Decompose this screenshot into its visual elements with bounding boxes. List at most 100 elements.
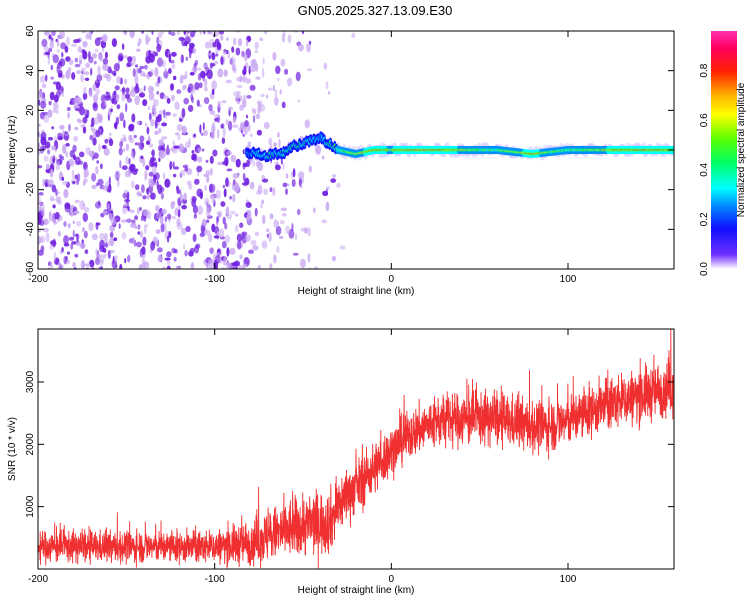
noise-speckle [216,41,222,51]
noise-speckle [40,245,45,252]
noise-speckle [53,94,59,103]
noise-speckle [257,184,263,195]
noise-speckle [235,31,240,33]
noise-speckle [154,130,159,135]
noise-speckle [279,219,285,225]
noise-speckle [237,38,243,47]
noise-speckle [107,203,110,211]
noise-speckle [222,256,227,266]
noise-speckle [61,246,64,253]
noise-speckle [206,175,210,183]
noise-speckle [64,131,68,135]
noise-speckle [304,119,311,129]
noise-speckle [129,91,132,96]
noise-speckle [235,47,241,56]
noise-speckle [136,121,141,125]
noise-speckle [203,63,208,68]
noise-speckle [297,99,301,103]
noise-speckle [249,84,256,91]
noise-speckle [199,124,202,134]
noise-speckle [152,165,157,176]
noise-speckle [193,213,197,219]
noise-speckle [144,64,148,70]
noise-speckle [245,202,252,208]
spectrogram-data [38,31,674,269]
noise-speckle [98,53,103,62]
noise-speckle [203,78,208,87]
noise-speckle [55,196,62,204]
noise-speckle [74,199,80,204]
noise-speckle [113,237,118,241]
noise-speckle [213,252,217,261]
noise-speckle [261,199,265,205]
noise-speckle [73,39,79,44]
snr-xlabel: Height of straight line (km) [298,585,415,596]
noise-speckle [95,87,100,96]
noise-speckle [75,179,80,185]
noise-speckle [124,198,131,203]
noise-speckle [182,84,187,89]
noise-speckle [262,56,265,65]
noise-speckle [257,264,261,269]
noise-speckle [197,156,203,163]
noise-speckle [221,240,227,249]
noise-speckle [96,112,100,120]
noise-speckle [128,124,134,132]
noise-speckle [254,50,259,54]
noise-speckle [176,221,183,230]
noise-speckle [130,150,134,158]
noise-speckle [275,225,282,236]
noise-speckle [232,116,236,124]
noise-speckle [232,173,239,179]
noise-speckle [55,81,62,91]
noise-speckle [285,188,288,196]
noise-speckle [56,49,60,53]
noise-speckle [91,184,97,190]
noise-speckle [50,262,53,269]
noise-speckle [90,127,96,131]
noise-speckle [307,227,311,237]
noise-speckle [254,231,260,236]
noise-speckle [134,142,139,146]
noise-speckle [225,118,229,126]
x-tick-label: -100 [205,574,225,585]
noise-speckle [157,184,163,195]
noise-speckle [82,212,89,222]
noise-speckle [140,31,145,34]
noise-speckle [306,43,311,53]
noise-speckle [313,266,319,269]
noise-speckle [74,174,78,180]
noise-speckle [212,121,216,132]
noise-speckle [321,155,325,160]
noise-speckle [229,56,236,66]
noise-speckle [209,247,214,254]
noise-speckle [260,93,265,98]
noise-speckle [244,120,249,128]
noise-speckle [181,227,187,235]
noise-speckle [176,124,183,132]
noise-speckle [168,68,172,74]
noise-speckle [125,87,130,94]
noise-speckle [308,165,312,173]
noise-speckle [119,160,122,169]
noise-speckle [239,121,245,129]
noise-speckle [116,104,121,110]
y-tick-label: 3000 [25,370,36,393]
noise-speckle [191,150,195,154]
noise-speckle [194,245,199,254]
noise-speckle [198,82,203,89]
noise-speckle [169,160,173,170]
noise-speckle [245,39,249,47]
noise-speckle [85,147,91,155]
noise-speckle [146,126,150,135]
noise-speckle [191,199,196,208]
colorbar: 0.0 0.2 0.4 0.6 0.8 Normalized spectral ampl… [699,31,747,276]
noise-speckle [176,185,179,192]
noise-speckle [78,151,85,158]
noise-speckle [79,106,85,116]
noise-speckle [197,73,202,81]
noise-speckle [244,53,248,62]
noise-speckle [296,208,301,216]
noise-speckle [134,95,140,106]
